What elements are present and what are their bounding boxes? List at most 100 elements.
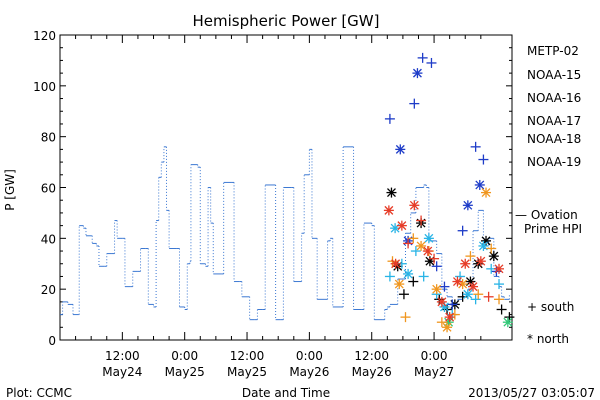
x-tick-date-label: May26: [289, 365, 329, 379]
south-marker: [470, 141, 481, 152]
north-marker-d2: [387, 188, 396, 198]
y-tick-label: 80: [41, 131, 56, 145]
north-marker: [394, 279, 405, 290]
x-tick-time-label: 12:00: [230, 349, 265, 363]
y-tick-label: 0: [48, 334, 56, 348]
south-marker: [431, 261, 442, 272]
north-marker-d2: [440, 302, 449, 312]
legend-sat-4: NOAA-18: [527, 132, 581, 146]
south-marker: [470, 294, 481, 305]
satellite-markers: [383, 52, 515, 333]
north-marker-d2: [397, 221, 407, 231]
south-marker: [494, 279, 505, 290]
north-marker-d2: [437, 297, 447, 307]
north-marker: [383, 205, 394, 216]
north-marker-d2: [503, 317, 513, 327]
south-marker: [494, 294, 505, 305]
south-marker: [483, 291, 494, 302]
south-marker: [439, 281, 450, 292]
y-tick-label: 60: [41, 182, 56, 196]
south-marker: [473, 289, 484, 300]
north-marker-d2: [432, 284, 442, 294]
south-marker: [426, 57, 437, 68]
south-marker: [408, 276, 419, 287]
north-marker: [390, 258, 401, 269]
north-marker: [462, 200, 473, 211]
x-tick-date-label: May25: [165, 365, 205, 379]
north-marker: [488, 251, 499, 262]
north-marker: [502, 317, 513, 328]
y-axis-label: P [GW]: [3, 169, 17, 211]
legend-sat-3: NOAA-17: [527, 114, 581, 128]
south-marker: [465, 251, 476, 262]
north-marker-d2: [475, 180, 485, 190]
x-tick-date-label: May24: [102, 365, 142, 379]
north-marker: [403, 268, 414, 279]
legend: METP-02 NOAA-15 NOAA-16 NOAA-17 NOAA-18 …: [515, 44, 582, 346]
north-marker: [396, 220, 407, 231]
north-marker-d2: [463, 200, 473, 210]
north-marker-d2: [412, 68, 422, 78]
north-marker: [494, 263, 505, 274]
north-marker: [412, 68, 423, 79]
x-tick-time-label: 0:00: [296, 349, 323, 363]
north-marker-d2: [476, 256, 486, 266]
north-marker: [475, 256, 486, 267]
north-marker-d2: [460, 259, 470, 269]
north-marker-d2: [463, 289, 473, 299]
north-marker-d2: [494, 264, 504, 274]
south-marker: [478, 154, 489, 165]
north-marker-d2: [478, 241, 488, 251]
legend-north: * north: [527, 332, 569, 346]
timestamp: 2013/05/27 03:05:07: [468, 386, 595, 400]
south-marker: [447, 299, 458, 310]
legend-ovation-line2: Prime HPI: [524, 222, 582, 236]
legend-ovation-line1: — Ovation: [515, 208, 578, 222]
north-marker: [462, 289, 473, 300]
x-tick-time-label: 12:00: [354, 349, 389, 363]
north-marker: [478, 240, 489, 251]
north-marker-d2: [481, 188, 491, 198]
north-marker: [468, 281, 479, 292]
north-marker: [416, 240, 427, 251]
y-tick-label: 100: [33, 80, 56, 94]
legend-sat-0: METP-02: [527, 44, 579, 58]
north-marker-d2: [416, 241, 426, 251]
south-marker: [417, 52, 428, 63]
ovation-hpi-layer: [60, 146, 510, 321]
north-marker-d2: [468, 282, 478, 292]
south-marker: [384, 271, 395, 282]
south-marker: [457, 225, 468, 236]
north-marker-d2: [458, 279, 468, 289]
north-marker: [474, 179, 485, 190]
north-marker: [386, 187, 397, 198]
x-tick-time-label: 12:00: [105, 349, 140, 363]
north-marker-d2: [409, 200, 419, 210]
x-tick-time-label: 0:00: [171, 349, 198, 363]
legend-south: + south: [527, 300, 574, 314]
north-marker-d2: [424, 233, 434, 243]
x-axis: 12:00 May24 0:00 May25 12:00 May25 0:00 May26 12…: [75, 35, 513, 379]
north-marker-d2: [384, 205, 394, 215]
north-marker-d2: [452, 277, 462, 287]
north-marker-d2: [394, 279, 404, 289]
south-marker: [400, 312, 411, 323]
legend-sat-5: NOAA-19: [527, 155, 581, 169]
x-tick-date-label: May27: [414, 365, 454, 379]
north-marker-d2: [423, 246, 433, 256]
north-marker-d2: [489, 251, 499, 261]
north-marker: [423, 233, 434, 244]
north-marker-d2: [391, 259, 401, 269]
south-marker: [418, 271, 429, 282]
y-tick-label: 120: [33, 29, 56, 43]
north-marker: [460, 258, 471, 269]
north-marker: [424, 256, 435, 267]
plot-credit: Plot: CCMC: [6, 386, 72, 400]
legend-sat-2: NOAA-16: [527, 91, 581, 105]
south-marker: [409, 98, 420, 109]
south-marker: [496, 304, 507, 315]
legend-sat-1: NOAA-15: [527, 68, 581, 82]
north-marker: [395, 144, 406, 155]
south-marker: [384, 113, 395, 124]
